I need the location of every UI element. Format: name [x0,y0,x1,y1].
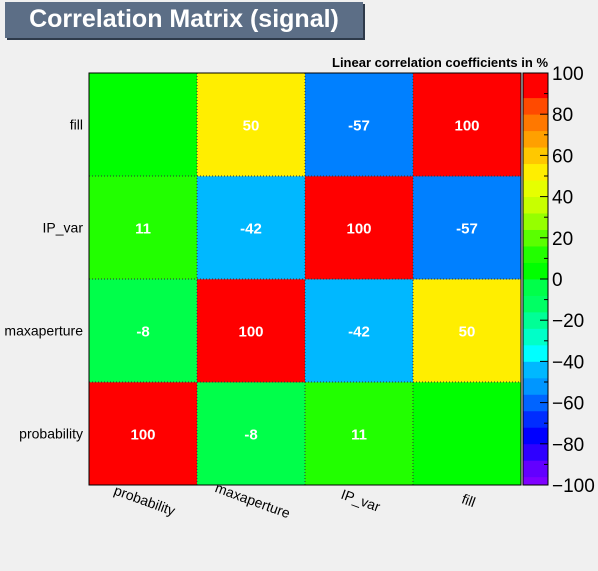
colorbar-bin [523,114,548,132]
heatmap-cell [197,176,306,280]
colorbar-bin [523,344,548,362]
colorbar-bin [523,130,548,148]
colorbar-bin [523,311,548,329]
cell-value-label: -57 [456,221,478,238]
cell-value-label: -42 [240,221,262,238]
plot-frame [88,72,522,486]
colorbar-tick-label: −20 [552,311,584,332]
heatmap-cell [305,73,414,177]
colorbar-bin [523,180,548,197]
x-axis-label: maxaperture [213,479,293,521]
heatmap-cell [89,176,198,280]
colorbar-bin [523,73,548,99]
cell-value-label: 50 [459,324,476,341]
x-axis-label: IP_var [339,486,383,515]
y-axis-label: fill [70,117,83,133]
colorbar-tick-label: 80 [552,105,573,126]
y-axis-label: probability [19,426,83,442]
colorbar-tick-label: −40 [552,352,584,373]
y-axis-label: maxaperture [4,323,83,339]
colorbar-bin [523,328,548,346]
colorbar-bin [523,229,548,247]
heatmap-cell [413,279,522,383]
page-title: Correlation Matrix (signal) [29,5,339,33]
heatmap-cell [305,279,414,383]
colorbar-bin [523,377,548,395]
colorbar-bin [523,394,548,412]
cell-value-label: -57 [348,118,370,135]
heatmap-cell [413,382,522,486]
heatmap-cell [89,382,198,486]
chart-title: Linear correlation coefficients in % [332,55,548,70]
cell-value-label: 11 [351,427,367,444]
cell-value-label: 100 [346,221,371,238]
colorbar-bin [523,476,548,486]
colorbar-bin [523,410,548,428]
cell-value-label: -8 [136,324,149,341]
heatmap-cell [413,176,522,280]
colorbar-tick-label: 60 [552,146,573,167]
title-box: Correlation Matrix (signal) [5,2,363,38]
colorbar-bin [523,295,548,313]
colorbar-bin [523,147,548,165]
colorbar-tick-label: −100 [552,476,595,497]
colorbar-tick-label: −80 [552,435,584,456]
heatmap-cell [305,382,414,486]
colorbar-bin [523,262,548,280]
colorbar-bin [523,460,548,478]
colorbar-tick-label: −60 [552,394,584,415]
colorbar-bin [523,443,548,461]
colorbar-tick-label: 40 [552,188,573,209]
heatmap-cell [197,382,306,486]
colorbar-bin [523,213,548,230]
heatmap-cell [197,73,306,177]
colorbar-bin [523,163,548,181]
colorbar-tick-label: 20 [552,229,573,250]
cell-value-label: -42 [348,324,370,341]
colorbar-bin [523,427,548,445]
heatmap-cell [413,73,522,177]
colorbar-tick-label: 100 [552,64,584,85]
heatmap-cell [89,279,198,383]
cell-value-label: 100 [454,118,479,135]
cell-value-label: 50 [243,118,260,135]
colorbar-bin [523,279,548,296]
colorbar-tick-label: 0 [552,270,563,291]
x-axis-label: fill [460,491,478,511]
cell-value-label: 11 [135,221,151,238]
colorbar-bin [523,246,548,263]
heatmap-cell [197,279,306,383]
colorbar-bin [523,97,548,115]
cell-value-label: 100 [238,324,263,341]
heatmap-cell [305,176,414,280]
colorbar-bin [523,361,548,379]
colorbar-bin [523,196,548,214]
y-axis-label: IP_var [43,220,84,236]
cell-value-label: 100 [130,427,155,444]
heatmap-cell [89,73,198,177]
cell-value-label: -8 [244,427,257,444]
x-axis-label: probability [112,482,177,519]
